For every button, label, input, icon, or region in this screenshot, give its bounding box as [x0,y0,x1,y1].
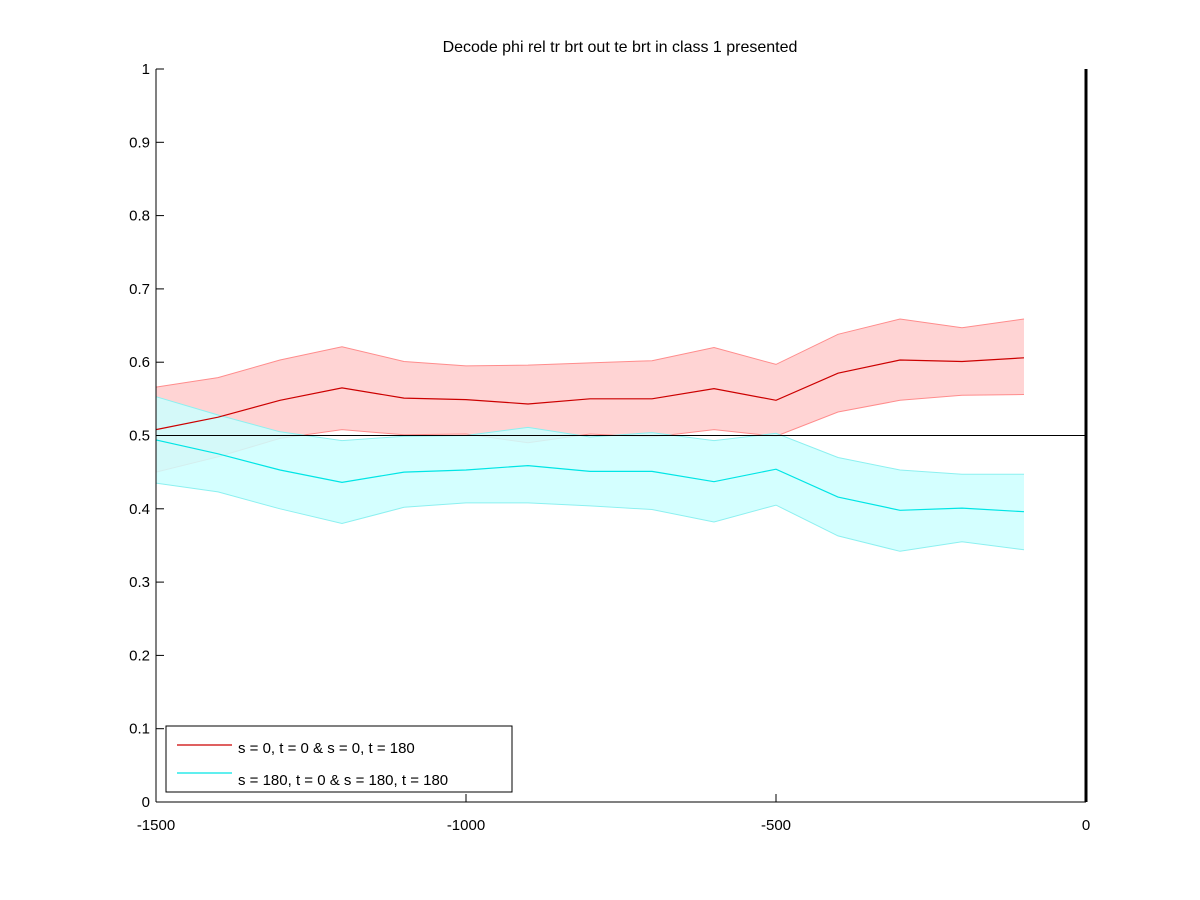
y-tick-label: 1 [142,61,150,78]
legend-box [165,725,513,793]
chart-title: Decode phi rel tr brt out te brt in clas… [443,39,798,56]
series-line-1 [155,357,1025,431]
y-tick-label: 0.8 [129,208,150,225]
y-tick-label: 0.5 [129,428,150,445]
legend-label-series-1: s = 0, t = 0 & s = 0, t = 180 [238,740,415,757]
series-line-2 [155,439,1025,513]
reference-lines [156,69,1088,802]
band-upper-edge-series-1 [155,318,1025,388]
y-tick-label: 0.7 [129,281,150,298]
x-tick-label: 0 [1082,817,1090,834]
confidence-band-series-1 [156,319,1024,473]
y-tick-label: 0.1 [129,721,150,738]
y-tick-label: 0 [142,794,150,811]
x-tick-label: -1000 [447,817,485,834]
confidence-band-series-2 [156,396,1024,552]
legend: s = 0, t = 0 & s = 0, t = 180 s = 180, t… [165,725,513,793]
band-lower-edge-series-2 [155,482,1025,552]
band-upper-edge-series-2 [155,396,1024,475]
y-tick-label: 0.2 [129,647,150,664]
x-tick-label: -1500 [137,817,175,834]
y-tick-label: 0.4 [129,501,150,518]
y-tick-label: 0.9 [129,134,150,151]
x-tick-label: -500 [761,817,791,834]
y-tick-label: 0.6 [129,354,150,371]
series-lines [155,357,1025,513]
axes: 0 0.1 0.2 0.3 0.4 0.5 0.6 0.7 0.8 0.9 1 -1500 -1000 -… [129,61,1090,834]
y-tick-label: 0.3 [129,574,150,591]
legend-label-series-2: s = 180, t = 0 & s = 180, t = 180 [238,772,448,789]
